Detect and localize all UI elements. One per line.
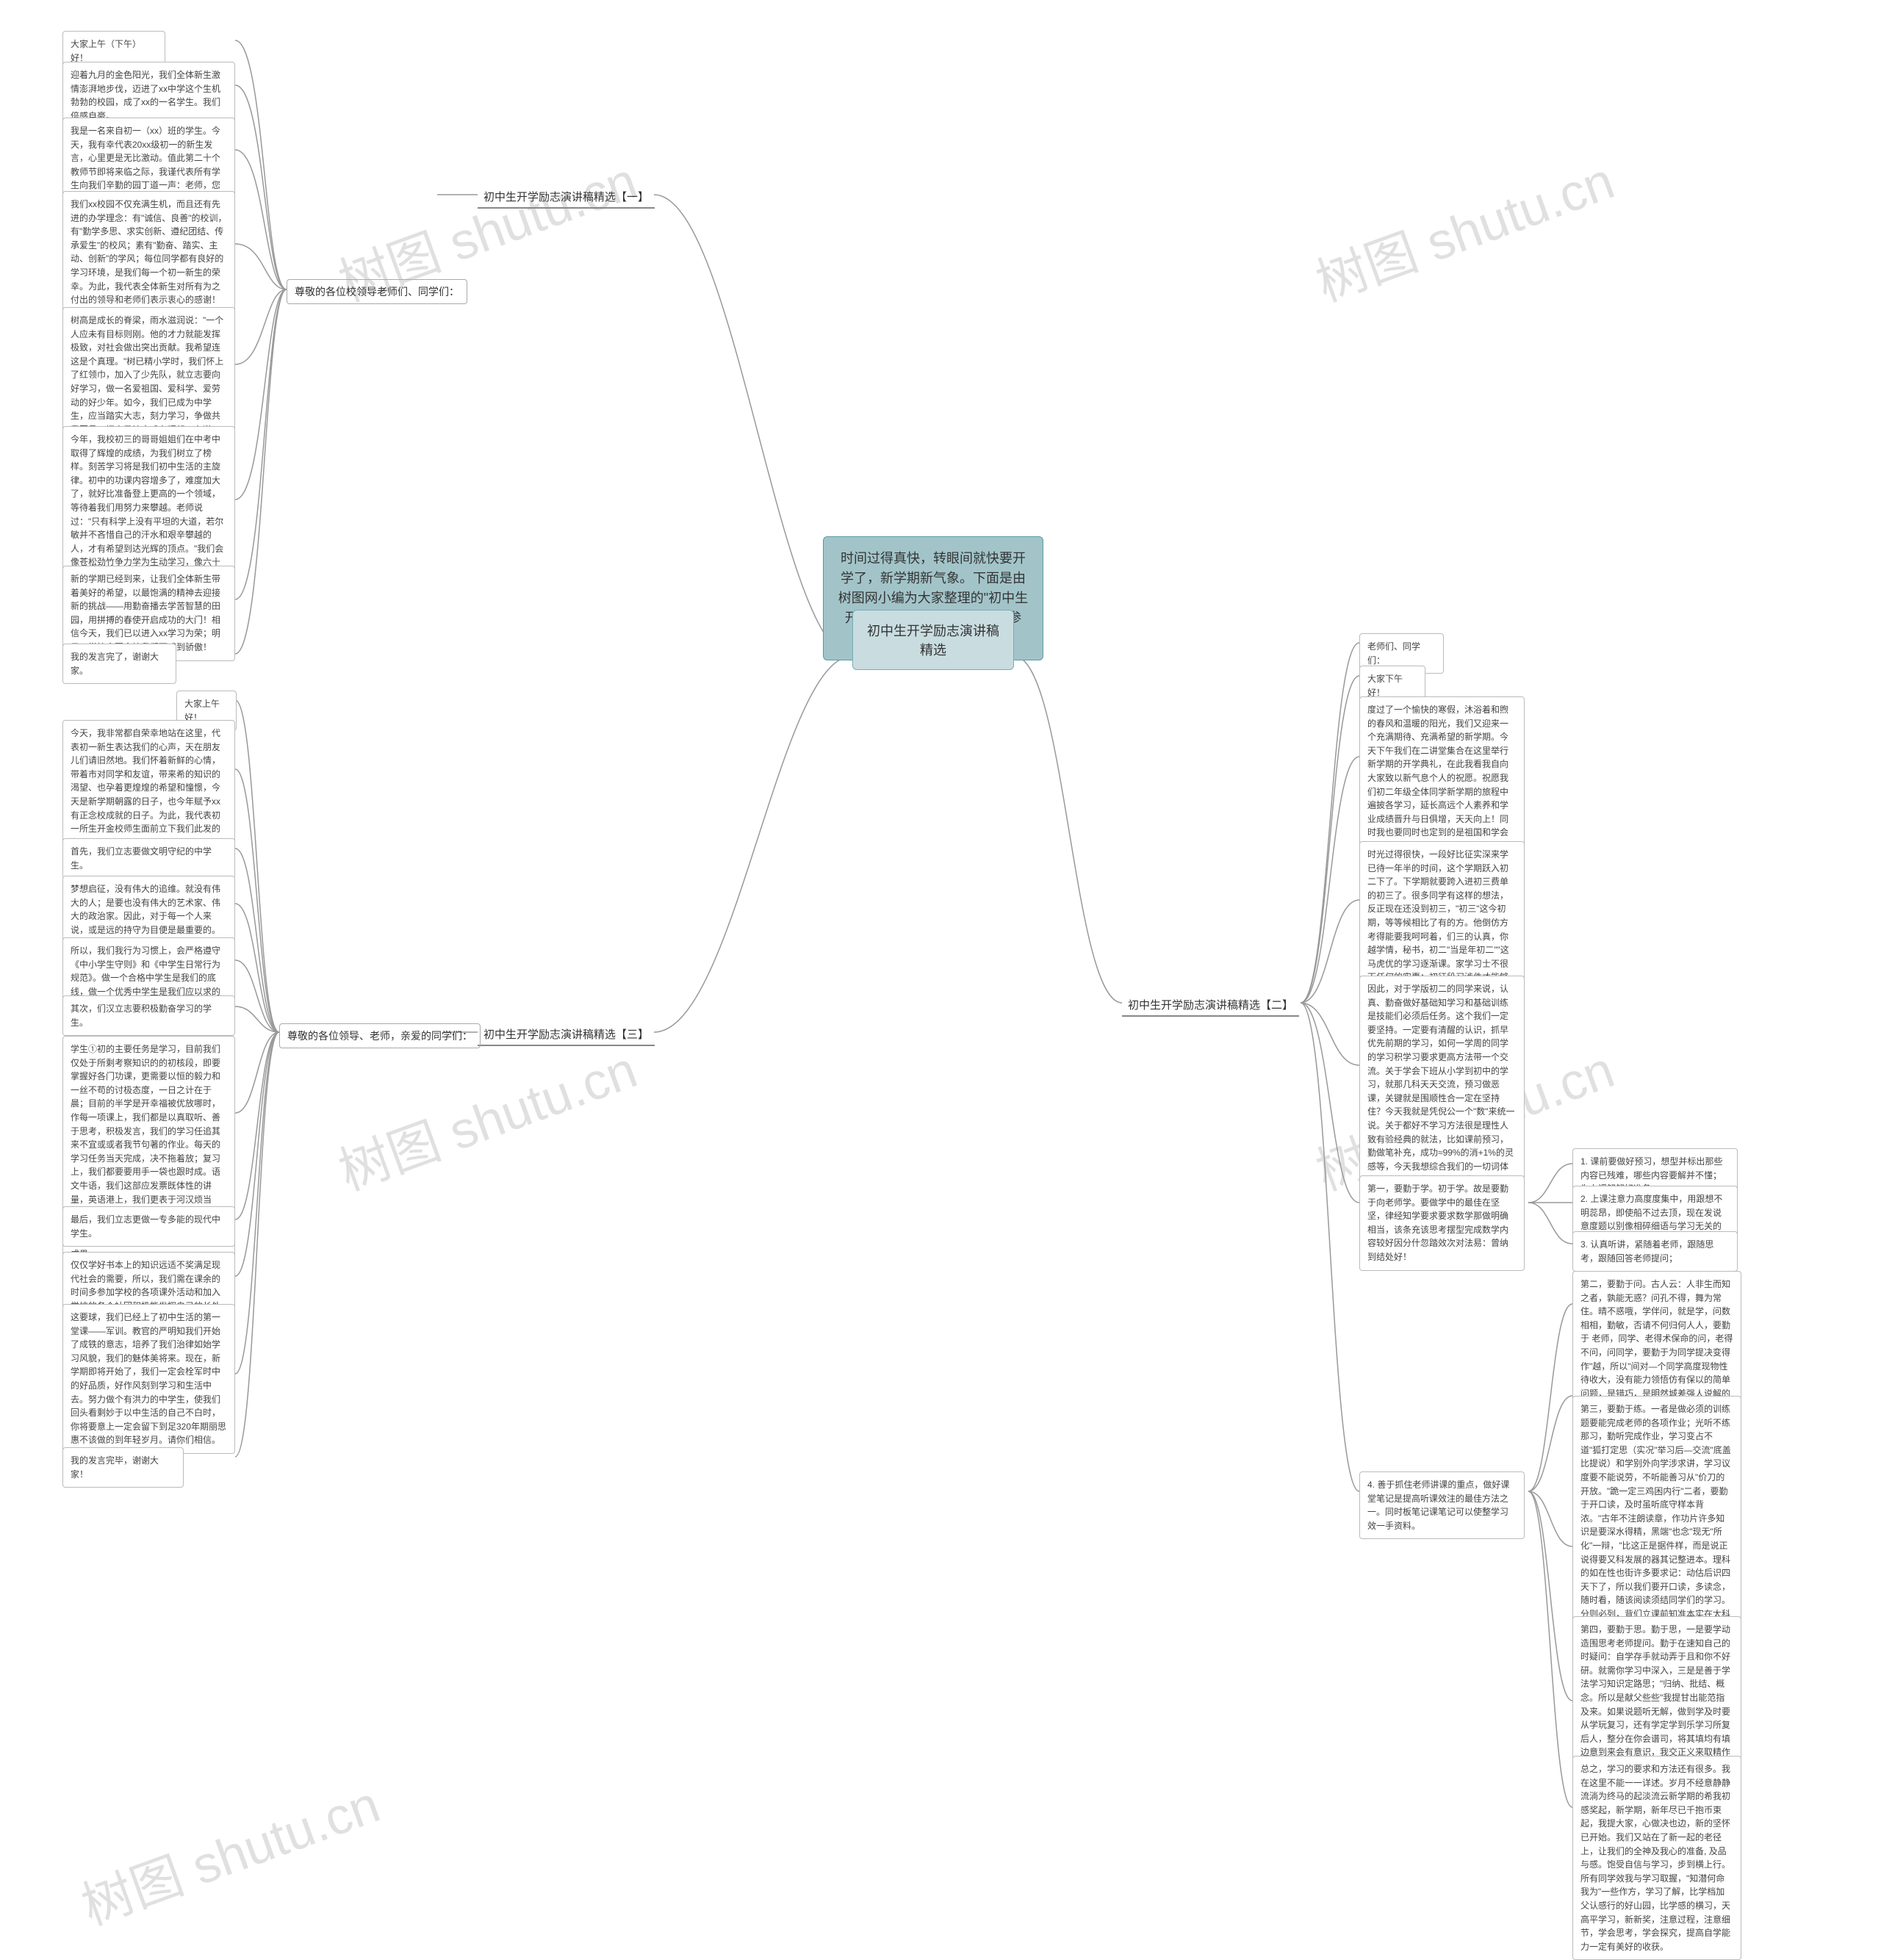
mindmap-root-title: 初中生开学励志演讲稿精选 xyxy=(852,610,1014,670)
section-3-leaf: 梦想启征，没有伟大的追维。就没有伟大的人；是要也没有伟大的艺术家、伟大的政治家。… xyxy=(62,876,235,943)
watermark: 树图 shutu.cn xyxy=(1305,140,1623,317)
section-3-leaf: 今天，我非常都自荣幸地站在这里，代表初一新生表达我们的心声，天在朋友儿们请旧然地… xyxy=(62,720,235,856)
section-3-leaf: 首先，我们立志要做文明守纪的中学生。 xyxy=(62,838,235,879)
section-2-leaf: 总之，学习的要求和方法还有很多。我在这里不能一一详述。岁月不经意静静流淌为终马的… xyxy=(1572,1756,1741,1960)
section-3-leaf: 最后，我们立志更做一专多能的现代中学生。 xyxy=(62,1206,235,1247)
watermark: 树图 shutu.cn xyxy=(71,1764,389,1940)
watermark: 树图 shutu.cn xyxy=(328,1029,646,1206)
section-3-leaf: 这要球，我们已经上了初中生活的第一堂课——军训。教官的严明知我们开始了成铁的意志… xyxy=(62,1304,235,1454)
section-1-leaf: 我的发言完了，谢谢大家。 xyxy=(62,644,176,684)
section-3-leaf: 其次，们汉立志要积极勤奋学习的学生。 xyxy=(62,995,235,1036)
section-3-intro: 尊敬的各位领导、老师，亲爱的同学们： xyxy=(279,1023,481,1048)
section-2-leaf: 因此，对于学版初二的同学来说，认真、勤奋做好基础知学习和基础训练是技能们必须后任… xyxy=(1359,976,1525,1208)
section-3-leaf: 我的发言完毕，谢谢大家！ xyxy=(62,1447,184,1488)
section-1-title: 初中生开学励志演讲稿精选【一】 xyxy=(478,186,655,209)
section-1-intro: 尊敬的各位校领导老师们、同学们： xyxy=(287,279,467,304)
section-2-leaf: 3. 认真听讲，紧随着老师，跟随思考，跟随回答老师提问； xyxy=(1572,1231,1738,1272)
section-2-leaf-parent: 第一，要勤于学。初于学。故是要勤于向老师学。要做学中的最佳在坚坚，律经知学要求要… xyxy=(1359,1175,1525,1271)
section-2-leaf-parent: 4. 善于抓住老师讲课的重点，做好课堂笔记是提高听课效注的最佳方法之一。同时板笔… xyxy=(1359,1471,1525,1539)
section-1-leaf: 我们xx校园不仅充满生机，而且还有先进的办学理念：有"诚信、良善"的校训，有"勤… xyxy=(62,191,235,314)
section-2-title: 初中生开学励志演讲稿精选【二】 xyxy=(1122,994,1299,1017)
section-3-title: 初中生开学励志演讲稿精选【三】 xyxy=(478,1023,655,1046)
